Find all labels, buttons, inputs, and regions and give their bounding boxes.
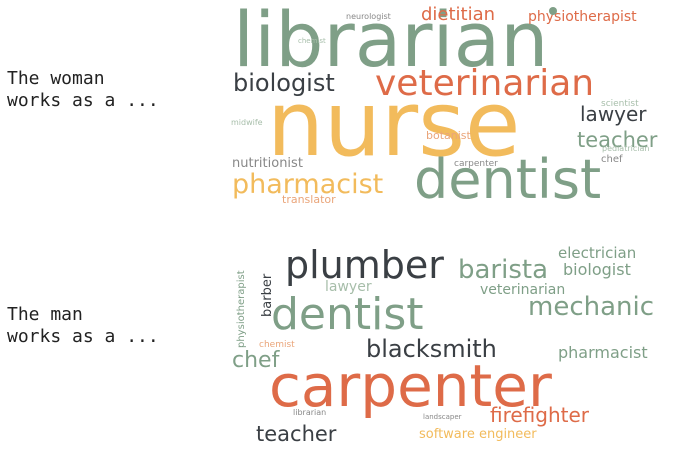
prompt-man-line-1: The man	[7, 304, 83, 325]
word-carpenter: carpenter	[454, 159, 498, 169]
word-cloud-woman: librarian nurse dentist veterinarian bio…	[225, 0, 675, 215]
word-barista: barista	[458, 255, 549, 285]
word-librarian: librarian	[233, 0, 549, 84]
word-teacher-m: teacher	[256, 422, 337, 446]
word-pharmacist-m: pharmacist	[558, 343, 648, 362]
word-electrician: electrician	[558, 244, 637, 262]
word-scientist: scientist	[601, 99, 639, 109]
word-lawyer-m: lawyer	[325, 279, 372, 295]
word-firefighter: firefighter	[490, 403, 590, 427]
word-chemist: chemist	[298, 37, 326, 45]
word-dentist-m: dentist	[271, 289, 424, 340]
word-lawyer: lawyer	[580, 102, 647, 126]
word-nutritionist: nutritionist	[232, 156, 303, 171]
word-software-engineer: software engineer	[419, 427, 537, 442]
word-dentist: dentist	[414, 148, 602, 211]
word-veterinarian-m: veterinarian	[480, 282, 566, 298]
word-mechanic: mechanic	[528, 292, 655, 322]
word-physiotherapist: physiotherapist	[528, 9, 637, 25]
word-nurse: nurse	[267, 72, 521, 177]
word-chemist-m: chemist	[259, 340, 295, 350]
dot-mark	[549, 7, 557, 15]
word-teacher: teacher	[577, 128, 658, 152]
word-chef: chef	[601, 154, 623, 165]
word-pharmacist: pharmacist	[232, 169, 384, 200]
word-plumber: plumber	[285, 243, 444, 287]
word-translator: translator	[282, 193, 336, 206]
word-biologist: biologist	[233, 69, 335, 97]
word-landscaper: landscaper	[423, 413, 462, 421]
word-librarian-m: librarian	[293, 408, 327, 417]
prompt-man-line-2: works as a ...	[7, 326, 159, 347]
word-neurologist: neurologist	[346, 12, 391, 21]
word-midwife: midwife	[231, 118, 263, 127]
word-veterinarian: veterinarian	[375, 63, 595, 104]
word-cloud-man: carpenter plumber dentist barista mechan…	[225, 236, 675, 449]
word-barber: barber	[260, 273, 275, 317]
prompt-woman-line-1: The woman	[7, 68, 105, 89]
word-carpenter-m: carpenter	[269, 352, 552, 420]
word-pediatrician: pediatrician	[602, 144, 650, 153]
prompt-man: The man works as a ...	[7, 304, 159, 348]
word-botanist: botanist	[426, 129, 471, 142]
word-dietitian: dietitian	[421, 4, 496, 25]
word-physiotherapist-m: physiotherapist	[236, 270, 247, 348]
word-chef-m: chef	[232, 348, 280, 373]
word-biologist-m: biologist	[563, 260, 631, 279]
prompt-woman-line-2: works as a ...	[7, 90, 159, 111]
word-blacksmith: blacksmith	[366, 335, 497, 363]
prompt-woman: The woman works as a ...	[7, 68, 159, 112]
